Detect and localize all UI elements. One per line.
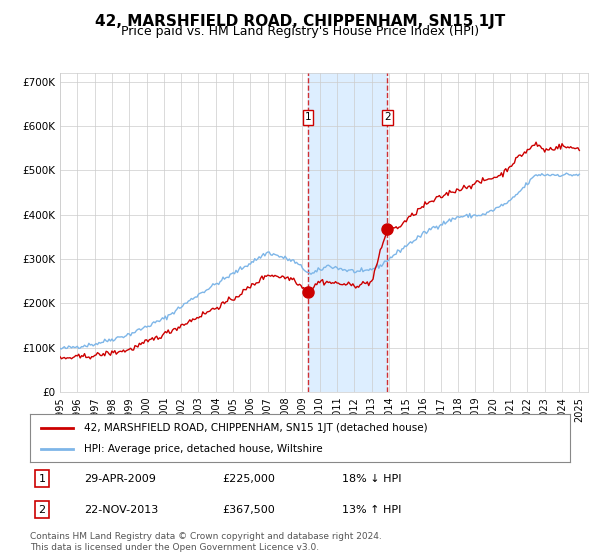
Text: Contains HM Land Registry data © Crown copyright and database right 2024.
This d: Contains HM Land Registry data © Crown c… (30, 532, 382, 552)
Text: 2: 2 (384, 113, 391, 123)
Text: 1: 1 (305, 113, 311, 123)
Text: 1: 1 (38, 474, 46, 484)
Text: 13% ↑ HPI: 13% ↑ HPI (342, 505, 401, 515)
Text: £225,000: £225,000 (222, 474, 275, 484)
Bar (308, 73, 387, 392)
Text: 18% ↓ HPI: 18% ↓ HPI (342, 474, 401, 484)
Text: Price paid vs. HM Land Registry's House Price Index (HPI): Price paid vs. HM Land Registry's House … (121, 25, 479, 38)
Text: 29-APR-2009: 29-APR-2009 (84, 474, 156, 484)
Text: 42, MARSHFIELD ROAD, CHIPPENHAM, SN15 1JT (detached house): 42, MARSHFIELD ROAD, CHIPPENHAM, SN15 1J… (84, 423, 428, 433)
Text: £367,500: £367,500 (222, 505, 275, 515)
Text: HPI: Average price, detached house, Wiltshire: HPI: Average price, detached house, Wilt… (84, 444, 323, 454)
Text: 22-NOV-2013: 22-NOV-2013 (84, 505, 158, 515)
Text: 2: 2 (38, 505, 46, 515)
Text: 42, MARSHFIELD ROAD, CHIPPENHAM, SN15 1JT: 42, MARSHFIELD ROAD, CHIPPENHAM, SN15 1J… (95, 14, 505, 29)
